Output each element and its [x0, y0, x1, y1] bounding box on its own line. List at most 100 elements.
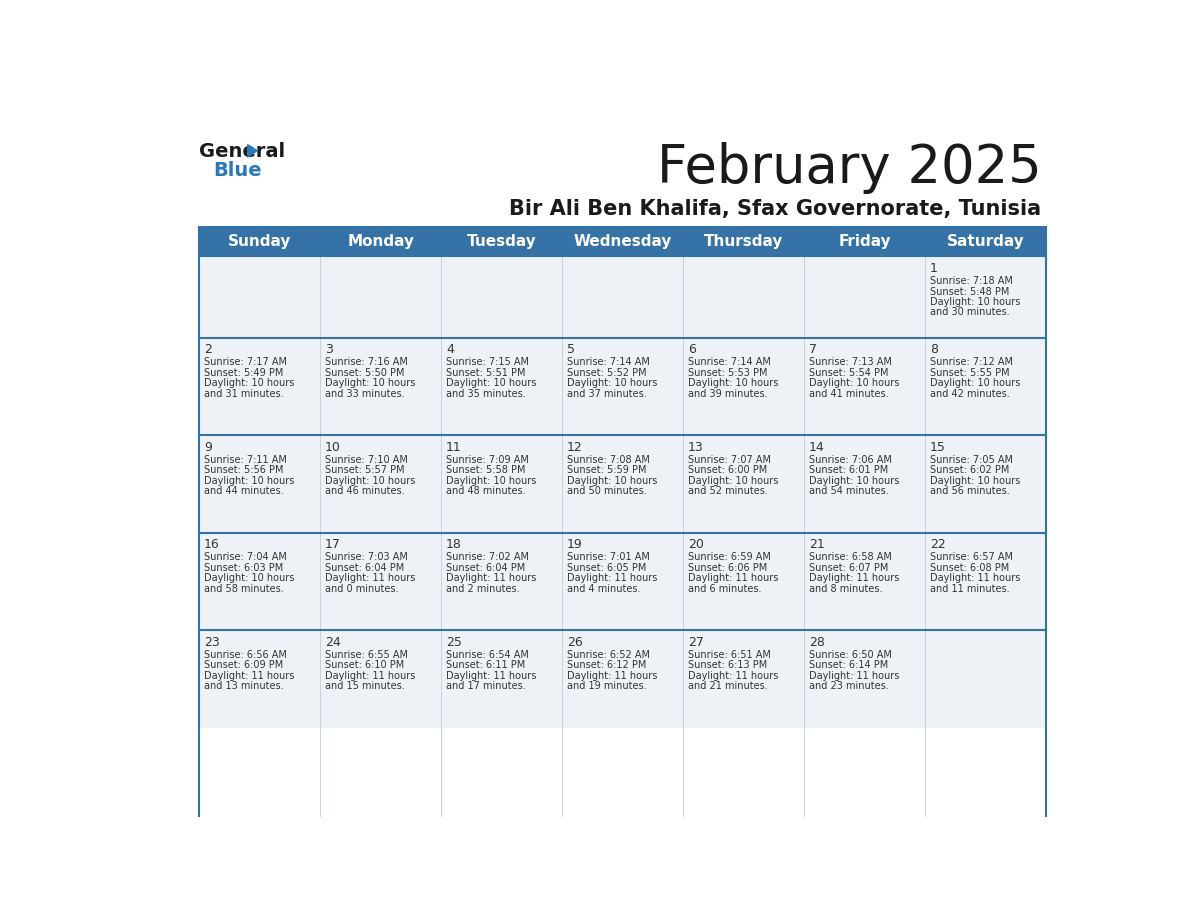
- Text: Daylight: 11 hours: Daylight: 11 hours: [688, 573, 778, 583]
- Bar: [200, 338, 320, 435]
- Bar: [804, 532, 925, 631]
- Text: Sunrise: 7:06 AM: Sunrise: 7:06 AM: [809, 455, 892, 465]
- Text: 1: 1: [930, 262, 937, 274]
- Text: 25: 25: [446, 636, 462, 649]
- Text: Daylight: 10 hours: Daylight: 10 hours: [567, 476, 657, 486]
- Text: 13: 13: [688, 441, 703, 453]
- Bar: [562, 435, 683, 532]
- Text: Sunset: 6:13 PM: Sunset: 6:13 PM: [688, 660, 767, 670]
- Text: Sunset: 5:57 PM: Sunset: 5:57 PM: [326, 465, 405, 476]
- Text: Sunset: 6:04 PM: Sunset: 6:04 PM: [446, 563, 525, 573]
- Text: Daylight: 11 hours: Daylight: 11 hours: [930, 573, 1020, 583]
- Bar: [804, 338, 925, 435]
- Text: 28: 28: [809, 636, 824, 649]
- Text: and 0 minutes.: and 0 minutes.: [326, 584, 398, 594]
- Text: and 30 minutes.: and 30 minutes.: [930, 308, 1010, 318]
- Text: Sunset: 6:01 PM: Sunset: 6:01 PM: [809, 465, 889, 476]
- Bar: [683, 256, 804, 338]
- Text: Sunrise: 6:58 AM: Sunrise: 6:58 AM: [809, 553, 892, 563]
- Text: Sunrise: 7:10 AM: Sunrise: 7:10 AM: [326, 455, 407, 465]
- Text: Sunrise: 7:05 AM: Sunrise: 7:05 AM: [930, 455, 1013, 465]
- Text: Sunset: 5:48 PM: Sunset: 5:48 PM: [930, 286, 1010, 297]
- Bar: [200, 227, 1047, 825]
- Text: Bir Ali Ben Khalifa, Sfax Governorate, Tunisia: Bir Ali Ben Khalifa, Sfax Governorate, T…: [510, 198, 1042, 218]
- Bar: [683, 435, 804, 532]
- Text: 18: 18: [446, 538, 462, 551]
- Text: and 56 minutes.: and 56 minutes.: [930, 487, 1010, 496]
- Text: 9: 9: [204, 441, 211, 453]
- Text: 12: 12: [567, 441, 583, 453]
- Text: 3: 3: [326, 343, 333, 356]
- Bar: [562, 338, 683, 435]
- Bar: [441, 631, 562, 728]
- Text: and 17 minutes.: and 17 minutes.: [446, 681, 526, 691]
- Text: Sunset: 5:56 PM: Sunset: 5:56 PM: [204, 465, 284, 476]
- Bar: [200, 227, 1047, 256]
- Text: Sunrise: 7:15 AM: Sunrise: 7:15 AM: [446, 357, 529, 367]
- Text: Sunset: 5:55 PM: Sunset: 5:55 PM: [930, 368, 1010, 378]
- Text: Sunrise: 6:54 AM: Sunrise: 6:54 AM: [446, 650, 529, 660]
- Text: Daylight: 10 hours: Daylight: 10 hours: [930, 297, 1020, 307]
- Text: Sunset: 6:04 PM: Sunset: 6:04 PM: [326, 563, 404, 573]
- Text: Daylight: 10 hours: Daylight: 10 hours: [688, 476, 778, 486]
- Bar: [562, 631, 683, 728]
- Text: Sunrise: 7:09 AM: Sunrise: 7:09 AM: [446, 455, 529, 465]
- Text: Sunset: 6:08 PM: Sunset: 6:08 PM: [930, 563, 1010, 573]
- Text: and 6 minutes.: and 6 minutes.: [688, 584, 762, 594]
- Text: Daylight: 11 hours: Daylight: 11 hours: [809, 573, 899, 583]
- Text: Sunday: Sunday: [228, 234, 291, 249]
- Text: Sunrise: 6:57 AM: Sunrise: 6:57 AM: [930, 553, 1013, 563]
- Text: and 46 minutes.: and 46 minutes.: [326, 487, 405, 496]
- Bar: [683, 631, 804, 728]
- Text: Daylight: 10 hours: Daylight: 10 hours: [809, 476, 899, 486]
- Text: and 2 minutes.: and 2 minutes.: [446, 584, 519, 594]
- Text: Thursday: Thursday: [704, 234, 783, 249]
- Text: Tuesday: Tuesday: [467, 234, 537, 249]
- Bar: [320, 435, 441, 532]
- Bar: [562, 532, 683, 631]
- Text: Sunset: 6:06 PM: Sunset: 6:06 PM: [688, 563, 767, 573]
- Text: and 15 minutes.: and 15 minutes.: [326, 681, 405, 691]
- Text: Wednesday: Wednesday: [574, 234, 672, 249]
- Text: and 54 minutes.: and 54 minutes.: [809, 487, 889, 496]
- Bar: [441, 532, 562, 631]
- Text: General: General: [200, 142, 285, 161]
- Text: Sunrise: 7:11 AM: Sunrise: 7:11 AM: [204, 455, 286, 465]
- Text: 23: 23: [204, 636, 220, 649]
- Text: Sunset: 5:52 PM: Sunset: 5:52 PM: [567, 368, 646, 378]
- Text: 11: 11: [446, 441, 462, 453]
- Text: Sunrise: 7:17 AM: Sunrise: 7:17 AM: [204, 357, 287, 367]
- Text: Sunrise: 7:16 AM: Sunrise: 7:16 AM: [326, 357, 407, 367]
- Text: and 50 minutes.: and 50 minutes.: [567, 487, 646, 496]
- Text: Saturday: Saturday: [947, 234, 1024, 249]
- Text: Daylight: 10 hours: Daylight: 10 hours: [446, 476, 536, 486]
- Text: Sunset: 6:09 PM: Sunset: 6:09 PM: [204, 660, 283, 670]
- Text: Daylight: 11 hours: Daylight: 11 hours: [326, 671, 416, 681]
- Text: 22: 22: [930, 538, 946, 551]
- Text: Sunrise: 6:56 AM: Sunrise: 6:56 AM: [204, 650, 286, 660]
- Text: 15: 15: [930, 441, 946, 453]
- Text: 27: 27: [688, 636, 703, 649]
- Text: 4: 4: [446, 343, 454, 356]
- Text: Sunrise: 6:59 AM: Sunrise: 6:59 AM: [688, 553, 771, 563]
- Bar: [200, 256, 320, 338]
- Text: Sunset: 5:50 PM: Sunset: 5:50 PM: [326, 368, 404, 378]
- Text: February 2025: February 2025: [657, 142, 1042, 194]
- Text: Daylight: 11 hours: Daylight: 11 hours: [326, 573, 416, 583]
- Text: 10: 10: [326, 441, 341, 453]
- Text: 6: 6: [688, 343, 696, 356]
- Text: Sunrise: 7:13 AM: Sunrise: 7:13 AM: [809, 357, 892, 367]
- Text: Daylight: 11 hours: Daylight: 11 hours: [809, 671, 899, 681]
- Text: Sunset: 6:11 PM: Sunset: 6:11 PM: [446, 660, 525, 670]
- Text: Sunrise: 7:12 AM: Sunrise: 7:12 AM: [930, 357, 1013, 367]
- Text: 17: 17: [326, 538, 341, 551]
- Bar: [441, 256, 562, 338]
- Text: Sunrise: 6:51 AM: Sunrise: 6:51 AM: [688, 650, 771, 660]
- Text: Sunset: 6:10 PM: Sunset: 6:10 PM: [326, 660, 404, 670]
- Text: and 19 minutes.: and 19 minutes.: [567, 681, 646, 691]
- Text: Sunrise: 7:14 AM: Sunrise: 7:14 AM: [688, 357, 771, 367]
- Bar: [683, 532, 804, 631]
- Bar: [200, 435, 320, 532]
- Bar: [320, 631, 441, 728]
- Text: Daylight: 10 hours: Daylight: 10 hours: [446, 378, 536, 388]
